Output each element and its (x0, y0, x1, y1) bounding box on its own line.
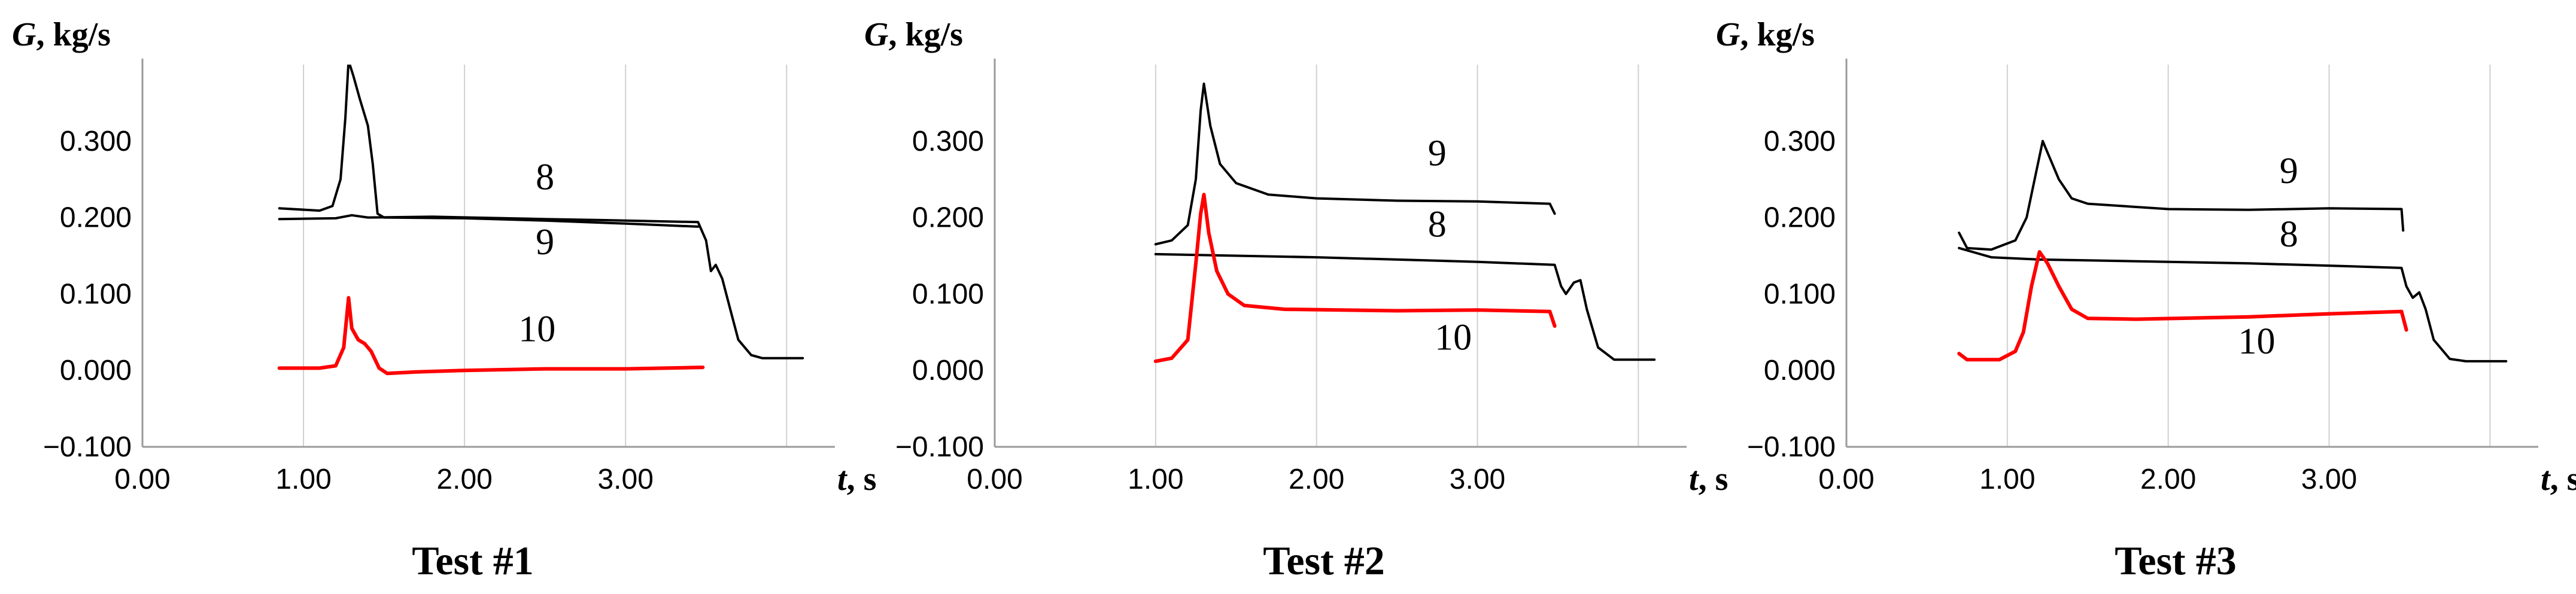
x-tick-label: 2.00 (2140, 464, 2196, 495)
series-line-9 (1154, 83, 1556, 246)
panel-title: Test #3 (2115, 538, 2236, 583)
y-axis-label: G, kg/s (864, 16, 963, 53)
curve-label-8: 8 (536, 157, 554, 197)
y-tick-label: 0.100 (912, 278, 984, 310)
y-axis-unit: , kg/s (36, 16, 111, 53)
x-axis-variable: t (837, 461, 847, 498)
series-line-10 (277, 296, 705, 376)
y-tick-label: 0.300 (1764, 126, 1836, 157)
x-tick-label: 1.00 (1128, 464, 1183, 495)
chart-panel-3: −0.100 0.000 0.100 0.200 0.300 0.00 1.00 2.00 3.… (1716, 16, 2576, 583)
y-tick-label: −0.100 (43, 431, 132, 463)
y-tick-label: 0.200 (912, 202, 984, 234)
y-tick-label: 0.000 (1764, 355, 1836, 386)
curve-label-9: 9 (1428, 133, 1447, 174)
x-tick-label: 3.00 (597, 464, 653, 495)
y-axis-label: G, kg/s (1716, 16, 1815, 53)
series-line-10 (1153, 193, 1557, 363)
x-tick-label: 3.00 (2301, 464, 2357, 495)
x-axis-unit: , s (1699, 461, 1729, 498)
y-tick-label: −0.100 (895, 431, 984, 463)
curve-label-10: 10 (1435, 318, 1472, 358)
x-tick-label: 2.00 (1289, 464, 1344, 495)
series-line-10 (1957, 250, 2408, 362)
chart-panel-1: −0.100 0.000 0.100 0.200 0.300 0.00 1.00 2.00 3.… (12, 16, 876, 583)
x-axis-label: t, s (1689, 461, 1728, 498)
curve-label-8: 8 (1428, 205, 1447, 245)
x-axis-variable: t (1689, 461, 1699, 498)
y-axis-variable: G (864, 16, 888, 53)
x-axis-unit: , s (847, 461, 877, 498)
y-tick-label: 0.300 (60, 126, 132, 157)
x-axis-label: t, s (837, 461, 876, 498)
x-tick-label: 0.00 (967, 464, 1022, 495)
x-tick-label: 1.00 (275, 464, 331, 495)
curve-label-8: 8 (2280, 214, 2298, 255)
y-tick-label: −0.100 (1747, 431, 1836, 463)
series-line-9 (1958, 139, 2405, 251)
panel-title: Test #1 (412, 538, 533, 583)
x-tick-label: 3.00 (1450, 464, 1505, 495)
series-line-8 (1958, 246, 2508, 363)
y-axis-variable: G (1716, 16, 1740, 53)
y-axis-variable: G (12, 16, 36, 53)
series-line-8 (278, 214, 804, 360)
curve-label-9: 9 (2280, 151, 2298, 191)
y-tick-label: 0.300 (912, 126, 984, 157)
curve-label-9: 9 (536, 222, 554, 263)
curve-label-10: 10 (518, 309, 555, 350)
y-tick-label: 0.000 (60, 355, 132, 386)
x-tick-label: 0.00 (1818, 464, 1874, 495)
y-tick-label: 0.100 (1764, 278, 1836, 310)
x-tick-label: 2.00 (436, 464, 492, 495)
series-line-9 (278, 65, 700, 228)
y-tick-label: 0.000 (912, 355, 984, 386)
y-axis-unit: , kg/s (1740, 16, 1815, 53)
y-axis-label: G, kg/s (12, 16, 111, 53)
y-tick-label: 0.200 (1764, 202, 1836, 234)
curve-label-10: 10 (2238, 321, 2276, 362)
series-line-8 (1154, 252, 1656, 361)
y-axis-unit: , kg/s (888, 16, 963, 53)
x-axis-unit: , s (2550, 461, 2576, 498)
x-tick-label: 1.00 (1979, 464, 2035, 495)
x-axis-label: t, s (2541, 461, 2576, 498)
y-tick-label: 0.100 (60, 278, 132, 310)
x-axis-variable: t (2541, 461, 2551, 498)
x-tick-label: 0.00 (114, 464, 170, 495)
panel-title: Test #2 (1263, 538, 1384, 583)
y-tick-label: 0.200 (60, 202, 132, 234)
chart-panel-2: −0.100 0.000 0.100 0.200 0.300 0.00 1.00 2.00 3.… (864, 16, 1728, 583)
